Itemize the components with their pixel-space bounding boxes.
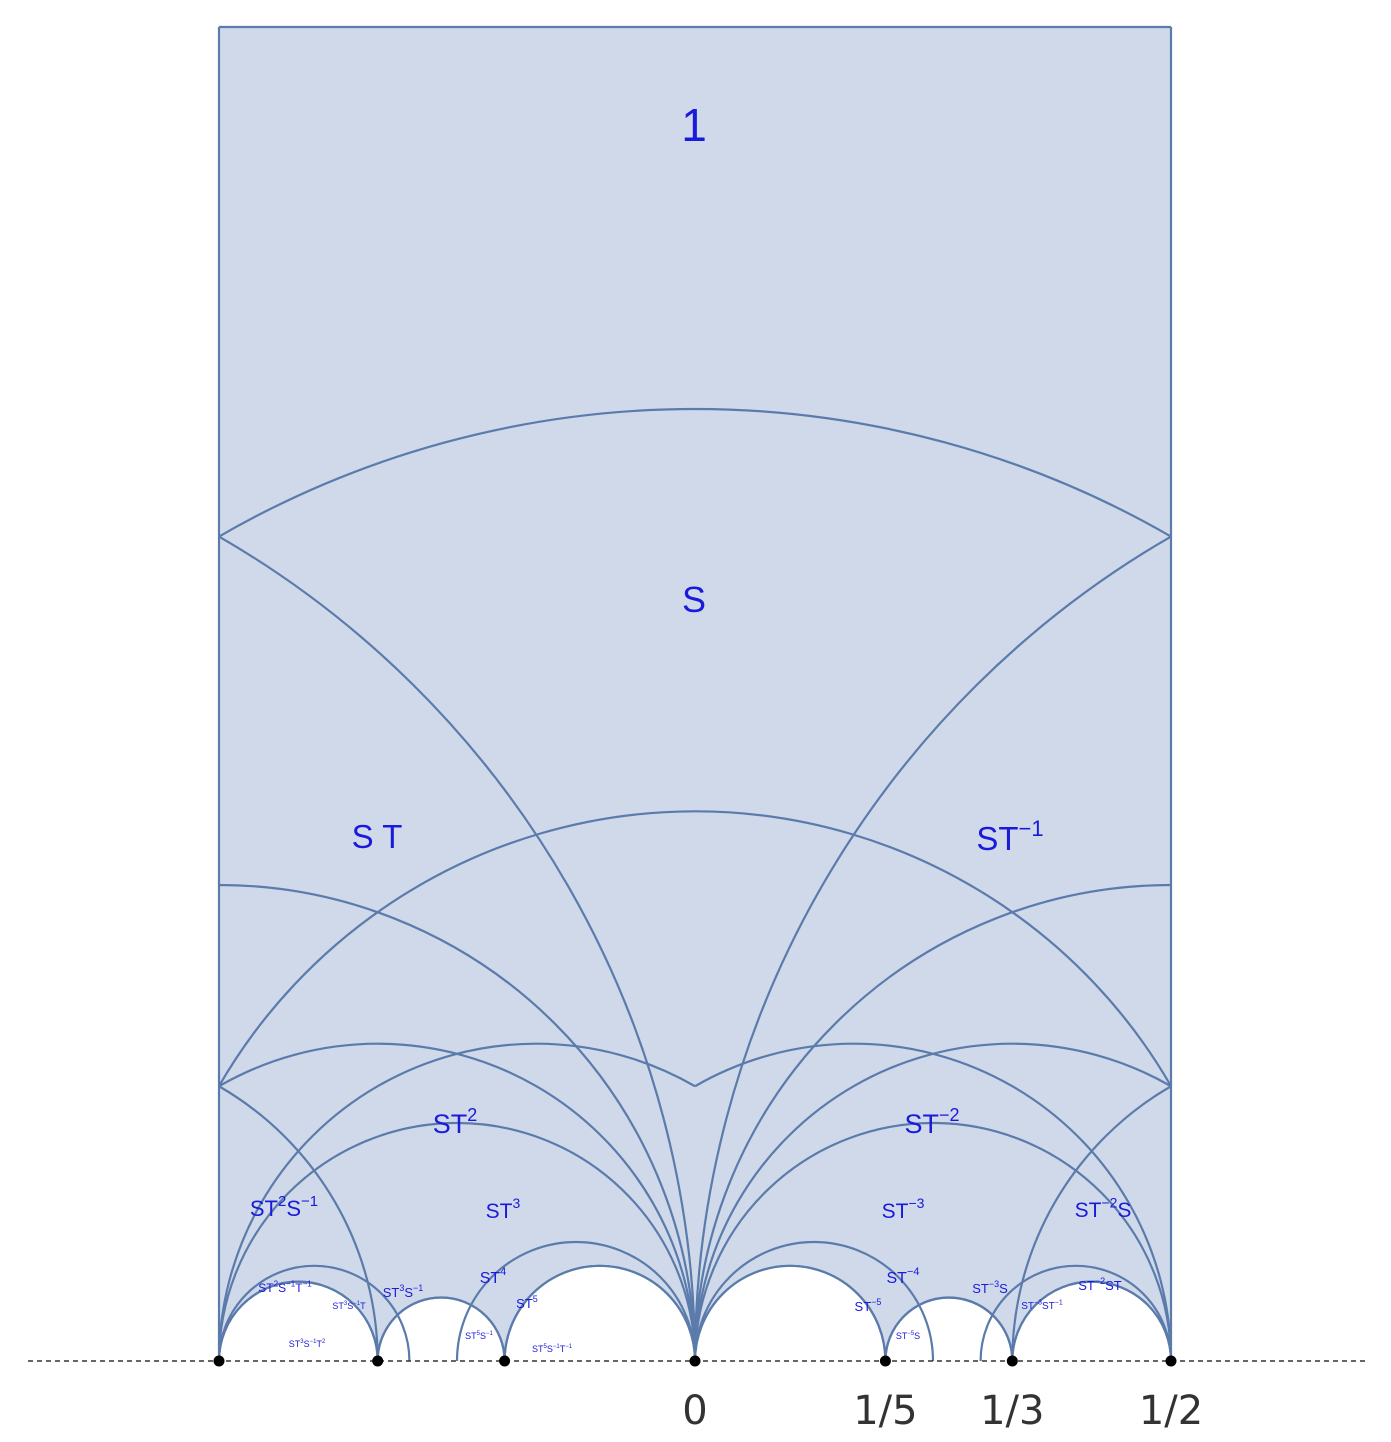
svg-text:ST2S−1T−1: ST2S−1T−1 (258, 1280, 312, 1295)
arc-outer-left (218, 1085, 379, 1362)
unit-circle-arc (218, 407, 1172, 538)
arc-st4-left (455, 1240, 697, 1362)
region-label-st5: ST5 (516, 1294, 538, 1311)
axis-point (1165, 1355, 1177, 1367)
svg-text:ST−5S: ST−5S (896, 1331, 920, 1341)
axis-point (213, 1355, 225, 1367)
region-label-st-m3-st-inv: ST−3ST−1 (1021, 1300, 1063, 1313)
axis-point (499, 1355, 511, 1367)
axis-tick-label: 1/2 (1139, 1388, 1203, 1434)
region-label-st5-s-inv-t-inv: ST5S−1T−1 (532, 1344, 573, 1354)
region-label-1: 1 (681, 99, 707, 151)
svg-text:ST2S−1: ST2S−1 (250, 1193, 318, 1221)
region-label-st-m5-s: ST−5S (896, 1331, 920, 1341)
arc-st2-left (218, 883, 697, 1362)
region-label-st-m3: ST−3 (882, 1195, 925, 1223)
arc-st3b-left (218, 1042, 697, 1362)
boundary-arc-5 (1011, 1280, 1173, 1362)
arc-st3-left (217, 1042, 696, 1362)
boundary-arc-1 (376, 1296, 506, 1362)
svg-text:ST3S−1T: ST3S−1T (332, 1301, 366, 1311)
arc-st4-b (693, 1121, 1173, 1362)
arc-st4-right (693, 1240, 935, 1362)
arc-tiny-right (979, 1264, 1173, 1362)
boundary-arc-0 (217, 1280, 379, 1362)
axis-point (372, 1355, 384, 1367)
svg-text:ST3S−1T2: ST3S−1T2 (289, 1339, 326, 1349)
region-label-st4: ST4 (480, 1266, 507, 1287)
svg-text:ST−2ST: ST−2ST (1078, 1276, 1122, 1293)
axis-tick-label: 1/5 (853, 1388, 917, 1434)
region-label-st3-s-inv-t: ST3S−1T (332, 1301, 366, 1311)
region-label-st3-s-inv: ST3S−1 (383, 1283, 424, 1300)
region-label-st2-s-inv: ST2S−1 (250, 1193, 318, 1221)
region-label-st: S T (352, 818, 403, 855)
axis-point (689, 1355, 701, 1367)
arc-st3b-right (693, 1042, 1172, 1362)
boundary-arc-4 (884, 1296, 1014, 1362)
boundary-arc-2 (503, 1264, 697, 1362)
tile-edges (217, 25, 1173, 1362)
axis-tick-labels: 0 1/5 1/3 1/2 (682, 1388, 1203, 1434)
region-label-st-m5: ST−5 (855, 1297, 882, 1314)
arc-st-right (693, 535, 1172, 1362)
arc-st4-a (217, 1121, 697, 1362)
axis-point (1006, 1355, 1018, 1367)
region-label-st5-s-inv: ST5S−1 (465, 1331, 493, 1341)
arc-st2-right (693, 883, 1172, 1362)
region-label-st3: ST3 (486, 1195, 521, 1223)
boundary-arc-3 (693, 1264, 887, 1362)
region-label-st3-s-inv-t2: ST3S−1T2 (289, 1339, 326, 1349)
axis-points (213, 1355, 1177, 1367)
axis-tick-label: 1/3 (980, 1388, 1044, 1434)
region-label-st-m2-s: ST−2S (1075, 1195, 1132, 1222)
arc-outer-right (1011, 1085, 1172, 1362)
svg-text:ST5S−1T−1: ST5S−1T−1 (532, 1344, 573, 1354)
region-label-st-m4: ST−4 (887, 1266, 920, 1287)
svg-text:ST5S−1: ST5S−1 (465, 1331, 493, 1341)
arc-st-left (218, 535, 697, 1362)
svg-text:ST−3S: ST−3S (972, 1279, 1008, 1296)
arc-st3-right (694, 1042, 1173, 1362)
arc-level2 (218, 810, 1172, 1087)
svg-text:ST3S−1: ST3S−1 (383, 1283, 424, 1300)
svg-text:ST−3ST−1: ST−3ST−1 (1021, 1300, 1063, 1313)
region-label-st-m3-s: ST−3S (972, 1279, 1008, 1296)
arc-tiny-left (217, 1264, 411, 1362)
region-label-st-inv: ST−1 (976, 816, 1043, 857)
domain-fill (219, 27, 1171, 1361)
svg-text:ST−2S: ST−2S (1075, 1195, 1132, 1222)
region-label-st2: ST2 (433, 1105, 478, 1139)
region-label-s: S (682, 579, 706, 620)
region-label-st-m2-st: ST−2ST (1078, 1276, 1122, 1293)
region-label-st-m2: ST−2 (904, 1105, 959, 1139)
axis-point (879, 1355, 891, 1367)
region-label-st2-s-inv-t-inv: ST2S−1T−1 (258, 1280, 312, 1295)
axis-tick-label: 0 (682, 1388, 707, 1434)
